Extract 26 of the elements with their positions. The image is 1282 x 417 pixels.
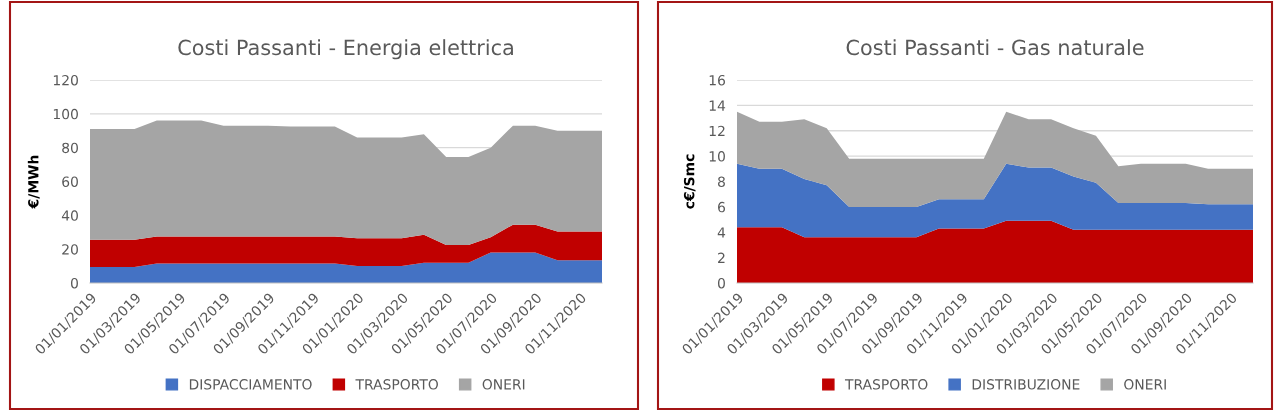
y-tick-label: 12 (709, 125, 725, 137)
y-axis-title: c€/Smc (683, 154, 696, 209)
legend-label: TRASPORTO (355, 379, 438, 390)
y-tick-label: 0 (717, 277, 725, 289)
y-tick-label: 10 (709, 151, 725, 162)
y-tick-label: 14 (709, 100, 726, 111)
y-tick-label: 6 (718, 201, 726, 213)
y-tick-label: 100 (53, 108, 78, 120)
y-tick-label: 60 (62, 176, 78, 187)
legend-label: DISTRIBUZIONE (972, 379, 1080, 390)
chart-title: Costi Passanti - Gas naturale (846, 39, 1144, 56)
chart-title: Costi Passanti - Energia elettrica (178, 39, 513, 60)
legend-label: ONERI (482, 379, 525, 390)
y-tick-label: 16 (709, 74, 726, 86)
y-tick-label: 8 (717, 176, 725, 187)
legend-label: ONERI (1124, 379, 1166, 390)
y-tick-label: 40 (61, 210, 78, 221)
y-tick-label: 80 (62, 142, 78, 154)
y-tick-label: 4 (717, 227, 726, 238)
y-tick-label: 0 (70, 277, 78, 289)
legend-label: TRASPORTO (844, 379, 928, 390)
y-tick-label: 2 (718, 252, 725, 263)
y-axis-title: €/MWh (27, 155, 40, 209)
legend-label: DISPACCIAMENTO (189, 379, 312, 390)
y-tick-label: 20 (62, 244, 78, 255)
y-tick-label: 120 (53, 74, 78, 86)
